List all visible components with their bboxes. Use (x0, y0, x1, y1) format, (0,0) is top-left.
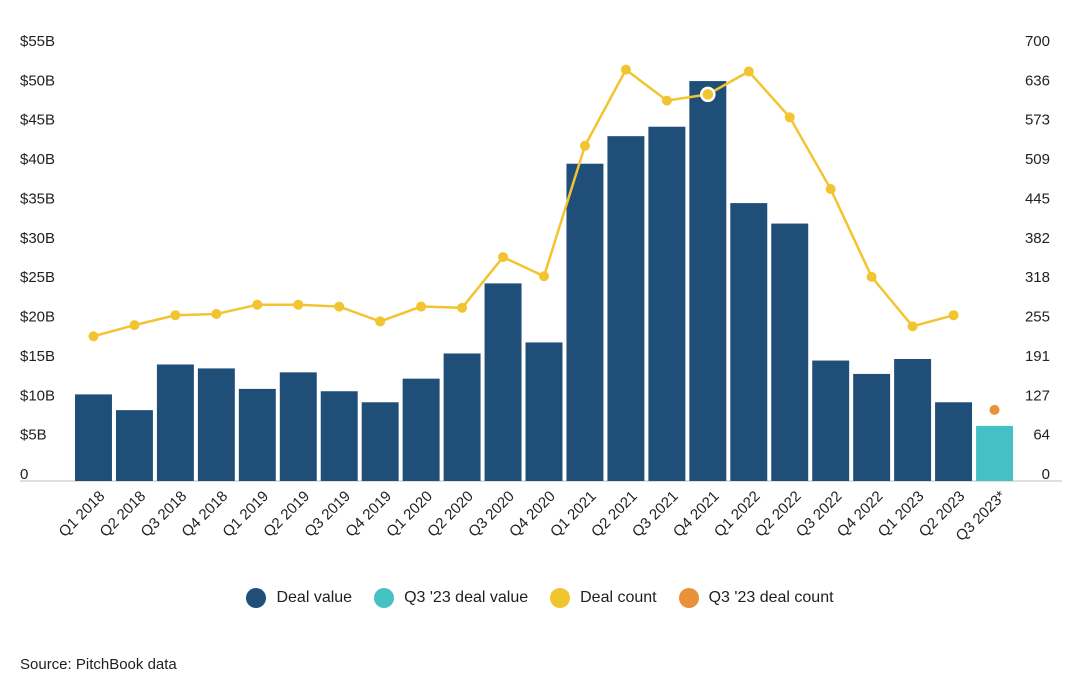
legend-label: Deal count (580, 589, 657, 606)
deal-count-point (784, 112, 795, 123)
legend-item-deal-value: Deal value (246, 588, 352, 608)
legend-swatch-deal-count (550, 588, 571, 608)
bar (525, 342, 563, 481)
q3-deal-count-point (989, 404, 1000, 415)
deal-count-point (825, 184, 836, 195)
deal-count-point (334, 301, 345, 312)
deal-count-point (539, 271, 549, 282)
bar (75, 394, 112, 481)
legend: Deal value Q3 '23 deal value Deal count … (0, 588, 1080, 608)
deal-count-point (743, 66, 754, 77)
deal-count-point (907, 321, 918, 332)
deal-count-point (661, 95, 672, 106)
legend-label: Q3 '23 deal count (708, 589, 834, 606)
deal-count-point (252, 299, 263, 310)
legend-swatch-deal-value (246, 588, 267, 608)
y-left-tick-label: $55B (20, 33, 55, 50)
source-note: Source: PitchBook data (20, 656, 177, 673)
highlight-point (700, 86, 716, 103)
bar (279, 372, 317, 481)
y-right-tick-label: 509 (1025, 151, 1050, 168)
y-left-tick-label: $25B (20, 269, 55, 286)
bar (156, 364, 194, 481)
deal-count-point (498, 252, 509, 263)
y-left-tick-label: $50B (20, 72, 55, 89)
y-right-tick-label: 700 (1025, 33, 1050, 50)
deal-count-point (129, 320, 140, 331)
deal-count-point (416, 301, 427, 312)
y-left-tick-label: $20B (20, 309, 55, 326)
deal-count-line (93, 67, 954, 338)
deal-count-point (375, 316, 386, 327)
y-left-tick-label: 0 (20, 466, 28, 483)
y-left-tick-label: $30B (20, 230, 55, 247)
bar (730, 203, 768, 482)
legend-label: Q3 '23 deal value (404, 589, 529, 606)
deal-count-point (866, 271, 877, 282)
y-left-tick-label: $10B (20, 387, 55, 404)
y-right-tick-label: 255 (1025, 309, 1050, 326)
deal-count-point (211, 308, 222, 319)
legend-item-q3-deal-count: Q3 '23 deal count (678, 588, 834, 608)
deal-count-point (948, 310, 959, 321)
bar (320, 391, 358, 481)
bar (607, 136, 645, 481)
y-right-tick-label: 318 (1025, 269, 1050, 286)
y-left-tick-label: $45B (20, 112, 55, 129)
bar (935, 402, 973, 481)
bar (689, 81, 727, 481)
bar (484, 283, 522, 481)
bar (197, 368, 235, 481)
legend-label: Deal value (276, 589, 353, 606)
legend-swatch-q3-deal-value (374, 588, 395, 608)
y-right-tick-label: 191 (1025, 348, 1050, 365)
deal-count-point (293, 299, 304, 310)
y-right-tick-label: 127 (1025, 387, 1050, 404)
bar (115, 410, 153, 481)
bar (771, 223, 809, 481)
bar (648, 126, 686, 482)
bar (443, 353, 481, 481)
y-right-tick-label: 573 (1025, 112, 1050, 129)
y-right-tick-label: 636 (1025, 72, 1050, 89)
y-left-tick-label: $40B (20, 151, 55, 168)
bar (402, 378, 440, 481)
legend-swatch-q3-deal-count (678, 588, 699, 608)
bar (853, 373, 891, 481)
bar (812, 360, 850, 481)
bar (238, 388, 276, 481)
y-left-tick-label: $5B (20, 427, 47, 444)
y-right-tick-label: 64 (1033, 427, 1050, 444)
bar (894, 358, 932, 481)
y-right-tick-label: 0 (1042, 466, 1050, 483)
deal-count-point (88, 331, 99, 342)
y-left-tick-label: $15B (20, 348, 55, 365)
y-left-tick-label: $35B (20, 190, 55, 207)
legend-item-q3-deal-value: Q3 '23 deal value (374, 588, 528, 608)
deal-count-point (620, 64, 631, 75)
y-right-tick-label: 382 (1025, 230, 1050, 247)
deal-count-point (170, 310, 181, 321)
bar (566, 163, 604, 481)
deal-count-point (457, 302, 468, 313)
combo-chart: 0 $5B $10B $15B $20B $25B $30B $35B $40B $45B $50B… (20, 33, 1062, 545)
legend-item-deal-count: Deal count (550, 588, 657, 608)
bar (361, 402, 399, 481)
bar (976, 425, 1013, 481)
y-right-tick-label: 445 (1025, 190, 1050, 207)
deal-count-point (579, 140, 590, 151)
